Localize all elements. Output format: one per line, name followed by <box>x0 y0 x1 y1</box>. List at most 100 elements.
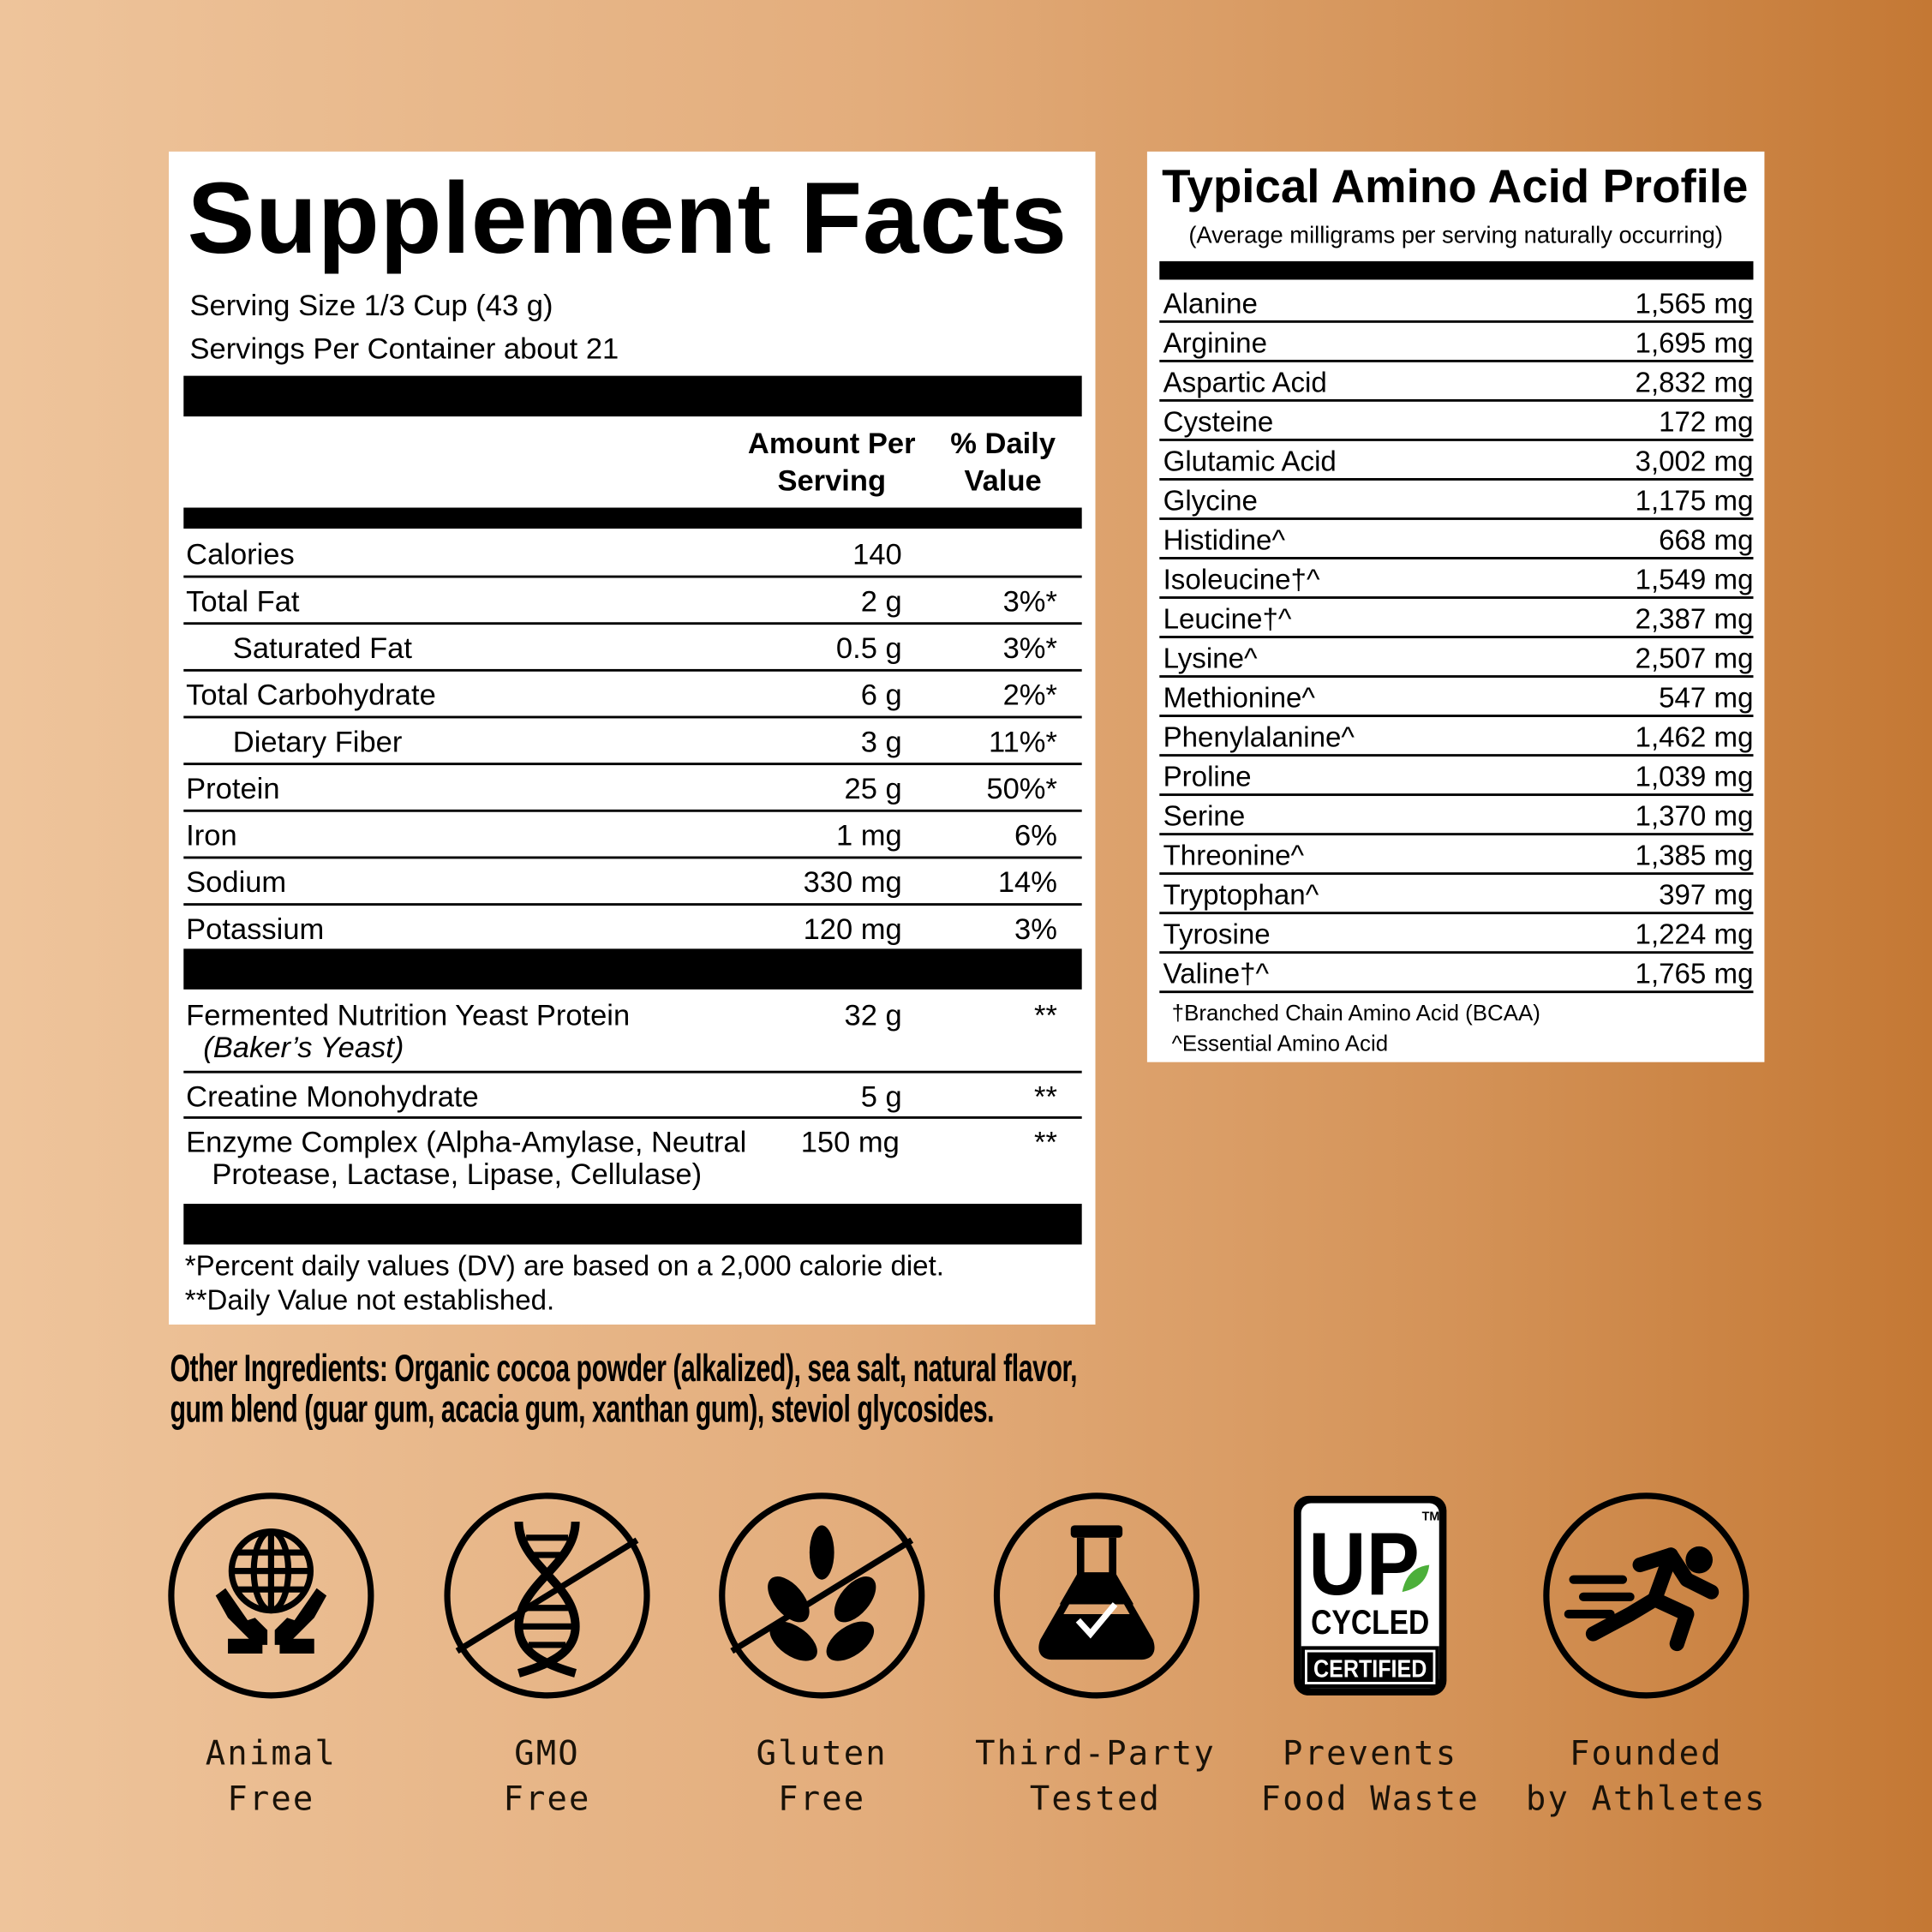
nutrient-name: Total Carbohydrate <box>186 679 436 713</box>
nutrient-name: Calories <box>186 538 295 572</box>
footnote-dv: *Percent daily values (DV) are based on … <box>184 1249 944 1282</box>
amino-title: Typical Amino Acid Profile <box>1162 161 1749 213</box>
nutrient-name: Total Fat <box>186 585 300 619</box>
serving-size: Serving Size 1/3 Cup (43 g) <box>189 289 553 323</box>
amino-acid-panel: Typical Amino Acid Profile (Average mill… <box>1146 151 1765 1062</box>
nutrient-row: Total Fat 2 g 3%* <box>183 577 1082 625</box>
nutrient-row: Fermented Nutrition Yeast Protein (Baker… <box>183 992 1082 1074</box>
amino-name: Alanine <box>1163 287 1258 320</box>
nutrient-amount: 0.5 g <box>835 631 902 666</box>
amino-row: Threonine^ 1,385 mg <box>1159 835 1754 876</box>
supplement-facts-title: Supplement Facts <box>187 162 1068 275</box>
amino-row: Leucine†^ 2,387 mg <box>1159 599 1754 638</box>
amino-row: Phenylalanine^ 1,462 mg <box>1159 717 1754 757</box>
nutrient-amount: 6 g <box>860 679 902 713</box>
nutrient-dv: 6% <box>1014 819 1057 853</box>
nutrient-amount: 3 g <box>860 726 902 759</box>
amino-name: Arginine <box>1163 326 1267 359</box>
amino-name: Phenylalanine^ <box>1163 721 1355 753</box>
amino-name: Serine <box>1163 799 1246 832</box>
amino-subtitle: (Average milligrams per serving naturall… <box>1188 223 1723 249</box>
svg-text:TM: TM <box>1422 1510 1440 1524</box>
amino-value: 1,224 mg <box>1635 918 1754 950</box>
amino-row: Arginine 1,695 mg <box>1159 323 1754 362</box>
amino-row: Alanine 1,565 mg <box>1159 284 1754 323</box>
badge-label: Third-Party Tested <box>975 1734 1216 1819</box>
amino-name: Aspartic Acid <box>1163 366 1327 398</box>
nutrient-amount: 2 g <box>860 585 902 619</box>
nutrient-dv: 50%* <box>986 772 1057 806</box>
nutrient-dv: 2%* <box>1002 679 1057 713</box>
nutrient-row: Calories 140 <box>183 531 1082 578</box>
daily-value-header: % Daily Value <box>950 428 1056 499</box>
flask-check-icon <box>992 1491 1201 1700</box>
amino-value: 2,387 mg <box>1635 602 1754 635</box>
amino-row: Proline 1,039 mg <box>1159 757 1754 797</box>
nutrient-row: Total Carbohydrate 6 g 2%* <box>183 672 1082 719</box>
servings-per-container: Servings Per Container about 21 <box>189 332 619 367</box>
nutrient-row: Potassium 120 mg 3% <box>183 906 1081 950</box>
supplement-facts-panel: Supplement Facts Serving Size 1/3 Cup (4… <box>169 151 1096 1325</box>
nutrient-amount: 25 g <box>844 772 902 806</box>
nutrient-name: Iron <box>186 819 237 853</box>
amino-row: Isoleucine†^ 1,549 mg <box>1159 559 1754 599</box>
amino-name: Threonine^ <box>1163 839 1305 871</box>
amino-row: Tryptophan^ 397 mg <box>1159 875 1754 915</box>
nutrient-amount: 1 mg <box>835 819 902 853</box>
nutrient-row: Iron 1 mg 6% <box>183 812 1082 859</box>
divider-bar <box>183 507 1082 529</box>
badge-label: Animal Free <box>205 1734 337 1819</box>
amino-value: 3,002 mg <box>1635 445 1754 477</box>
dna-crossed-icon <box>442 1491 651 1700</box>
amino-value: 172 mg <box>1659 405 1754 438</box>
badge-label: GMO Free <box>503 1734 591 1819</box>
running-athlete-icon <box>1541 1491 1750 1700</box>
divider-bar <box>183 375 1082 417</box>
nutrient-dv: 3%* <box>1002 631 1057 666</box>
nutrient-name: Potassium <box>186 912 325 947</box>
essential-footnote: ^Essential Amino Acid <box>1171 1031 1389 1056</box>
amino-row: Glycine 1,175 mg <box>1159 481 1754 520</box>
nutrient-row: Saturated Fat 0.5 g 3%* <box>183 625 1082 672</box>
nutrient-row: Creatine Monohydrate 5 g ** <box>183 1074 1082 1119</box>
svg-text:CERTIFIED: CERTIFIED <box>1313 1655 1427 1683</box>
svg-text:CYCLED: CYCLED <box>1311 1603 1429 1642</box>
nutrient-dv: 3%* <box>1002 585 1057 619</box>
amino-value: 2,832 mg <box>1635 366 1754 398</box>
nutrient-dv: 3% <box>1014 912 1057 947</box>
amino-row: Methionine^ 547 mg <box>1159 678 1754 717</box>
amino-row: Aspartic Acid 2,832 mg <box>1159 362 1754 402</box>
svg-text:UP: UP <box>1308 1514 1419 1613</box>
amino-value: 397 mg <box>1659 878 1754 911</box>
divider-bar <box>183 1204 1082 1245</box>
nutrient-row: Protein 25 g 50%* <box>183 765 1082 812</box>
amount-per-serving-header: Amount Per Serving <box>747 428 916 499</box>
upcycled-certified-logo: UP TM CYCLED CERTIFIED <box>1291 1493 1449 1698</box>
amino-row: Valine†^ 1,765 mg <box>1159 954 1754 994</box>
amino-value: 547 mg <box>1659 681 1754 714</box>
amino-name: Tryptophan^ <box>1163 878 1319 911</box>
amino-name: Glutamic Acid <box>1163 445 1337 477</box>
amino-value: 1,039 mg <box>1635 760 1754 793</box>
amino-row: Tyrosine 1,224 mg <box>1159 914 1754 954</box>
amino-value: 1,565 mg <box>1635 287 1754 320</box>
amino-row: Lysine^ 2,507 mg <box>1159 638 1754 678</box>
amino-row: Serine 1,370 mg <box>1159 796 1754 836</box>
amino-name: Valine†^ <box>1163 957 1270 990</box>
amino-value: 668 mg <box>1659 523 1754 556</box>
nutrient-dv: 14% <box>997 866 1057 900</box>
amino-name: Glycine <box>1163 484 1258 517</box>
badge-label: Prevents Food Waste <box>1260 1734 1480 1819</box>
amino-value: 1,695 mg <box>1635 326 1754 359</box>
amino-name: Tyrosine <box>1163 918 1271 950</box>
amino-name: Isoleucine†^ <box>1163 563 1320 595</box>
amino-value: 1,765 mg <box>1635 957 1754 990</box>
hands-globe-icon <box>166 1491 375 1700</box>
amino-name: Leucine†^ <box>1163 602 1292 635</box>
amino-row: Glutamic Acid 3,002 mg <box>1159 441 1754 481</box>
nutrient-name: Saturated Fat <box>232 631 412 666</box>
divider-bar <box>1159 260 1754 280</box>
amino-row: Cysteine 172 mg <box>1159 402 1754 441</box>
nutrient-name: Sodium <box>186 866 287 900</box>
